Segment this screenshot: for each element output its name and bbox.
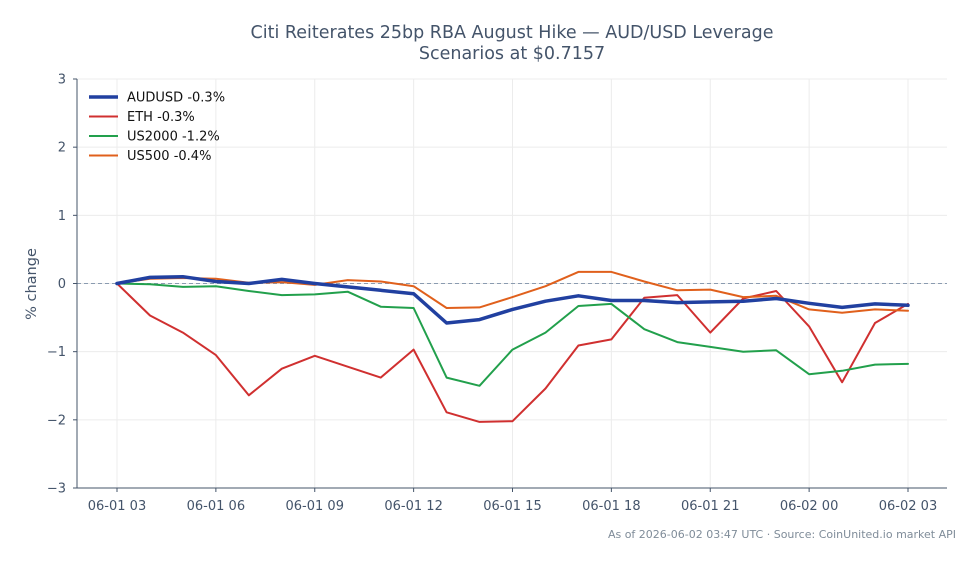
y-tick-label: 2 (58, 141, 66, 156)
x-ticks: 06-01 03 06-01 06 06-01 09 06-01 12 06-01 15… (88, 488, 937, 514)
series-line-eth (116, 282, 909, 423)
y-tick-label: 3 (58, 73, 66, 88)
x-tick-label: 06-02 03 (879, 499, 937, 514)
x-tick-label: 06-01 03 (88, 499, 146, 514)
y-tick-label: −3 (47, 482, 66, 497)
chart-subtitle: Scenarios at $0.7157 (419, 44, 605, 64)
y-axis-label: % change (24, 248, 40, 320)
legend-entry: US2000 -1.2% (127, 130, 220, 145)
series-line-audusd (115, 274, 910, 325)
series-lines (115, 270, 910, 423)
legend-entry: AUDUSD -0.3% (127, 91, 225, 106)
x-tick-label: 06-01 15 (483, 499, 541, 514)
x-tick-label: 06-02 00 (780, 499, 838, 514)
legend-entry: ETH -0.3% (127, 110, 195, 125)
y-tick-label: −1 (47, 345, 66, 360)
chart-title: Citi Reiterates 25bp RBA August Hike — A… (251, 23, 774, 43)
y-tick-label: 0 (58, 277, 66, 292)
y-tick-label: −2 (47, 413, 66, 428)
legend-entry: US500 -0.4% (127, 149, 211, 164)
x-tick-label: 06-01 06 (187, 499, 245, 514)
x-tick-label: 06-01 18 (582, 499, 640, 514)
series-line-us2000 (116, 282, 909, 387)
legend: AUDUSD -0.3% ETH -0.3% US2000 -1.2% US500 -… (89, 91, 225, 164)
footer-source-note: As of 2026-06-02 03:47 UTC · Source: Coi… (608, 528, 956, 541)
x-tick-label: 06-01 09 (286, 499, 344, 514)
y-ticks: 3 2 1 0 −1 −2 −3 (47, 73, 77, 497)
y-tick-label: 1 (58, 209, 66, 224)
x-tick-label: 06-01 21 (681, 499, 739, 514)
x-tick-label: 06-01 12 (384, 499, 442, 514)
